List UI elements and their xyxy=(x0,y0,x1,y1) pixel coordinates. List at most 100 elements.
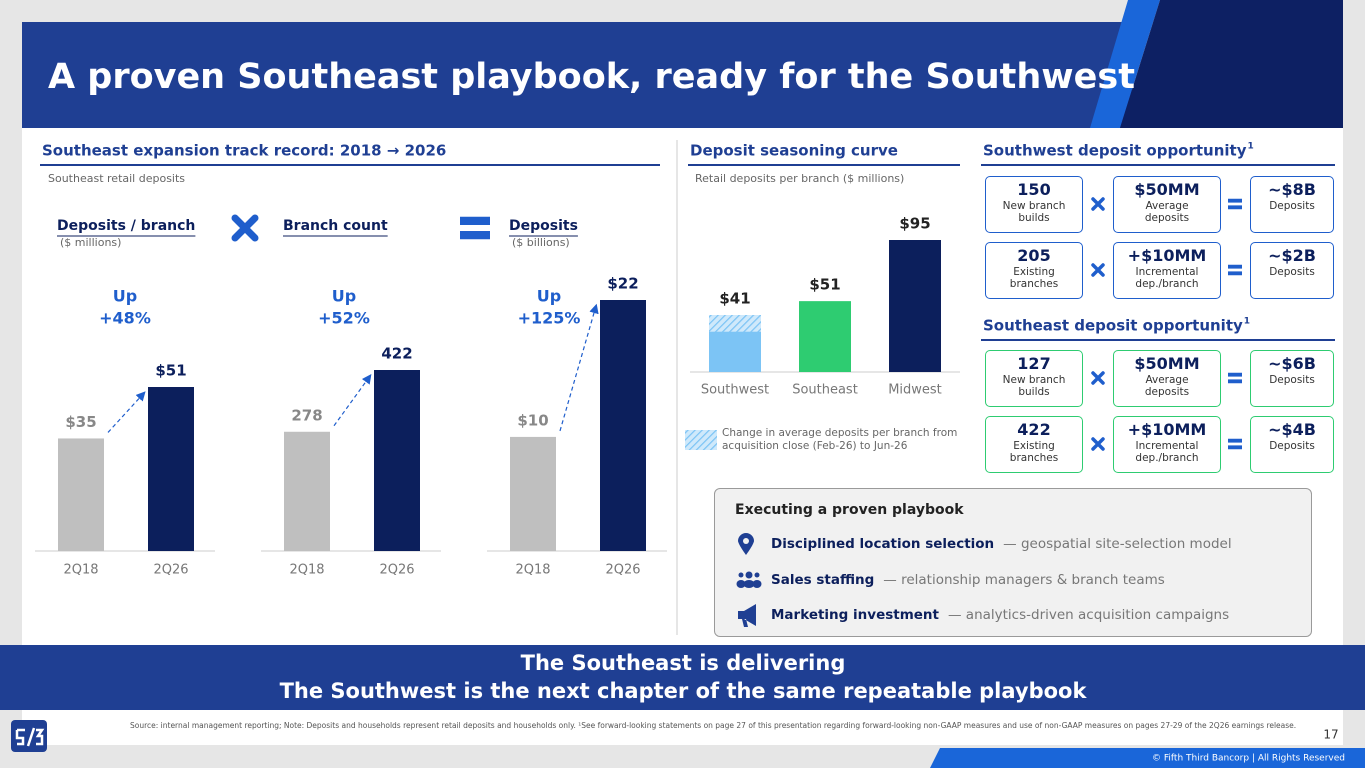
people-icon xyxy=(743,580,755,588)
megaphone-icon xyxy=(738,604,756,627)
opportunity-box: +$10MM Incremental dep./branch xyxy=(1113,242,1221,299)
playbook-label: Sales staffing xyxy=(771,572,874,588)
box-value: +$10MM xyxy=(1127,420,1207,439)
annotation: Up xyxy=(332,287,356,306)
playbook-desc: — analytics-driven acquisition campaigns xyxy=(948,607,1229,623)
title-accent xyxy=(1090,0,1160,128)
data-label: 422 xyxy=(381,345,412,363)
opportunity-box: $50MM Average deposits xyxy=(1113,350,1221,407)
bar xyxy=(799,301,851,372)
annotation: +125% xyxy=(518,309,581,328)
box-caption: Deposits xyxy=(1269,374,1315,386)
times-icon xyxy=(1091,371,1105,385)
bar xyxy=(510,436,556,551)
box-value: $50MM xyxy=(1134,354,1200,373)
section-heading: Southeast deposit opportunity xyxy=(983,317,1243,335)
x-tick-label: Southeast xyxy=(792,383,858,398)
copyright-bar xyxy=(930,748,1365,768)
annotation: Up xyxy=(537,287,561,306)
data-label: $10 xyxy=(517,411,548,429)
trend-arrow xyxy=(559,303,599,432)
opportunity-box: 127 New branch builds xyxy=(985,350,1083,407)
times-icon xyxy=(231,214,259,242)
opportunity-box: 150 New branch builds xyxy=(985,176,1083,233)
box-caption: New branch builds xyxy=(1002,200,1066,224)
times-icon xyxy=(1091,437,1105,451)
times-icon xyxy=(1091,197,1105,211)
x-tick-label: 2Q18 xyxy=(515,563,550,578)
box-value: 205 xyxy=(1017,246,1051,265)
section-heading: Deposit seasoning curve xyxy=(690,142,898,160)
box-value: ~$8B xyxy=(1268,180,1316,199)
box-caption: Incremental dep./branch xyxy=(1135,266,1199,290)
box-value: 127 xyxy=(1017,354,1051,373)
banner-text: The Southwest is the next chapter of the… xyxy=(280,679,1088,703)
box-value: $50MM xyxy=(1134,180,1200,199)
equals-icon xyxy=(1228,372,1242,377)
box-caption: Deposits xyxy=(1269,440,1315,452)
subheading: Southeast retail deposits xyxy=(48,172,185,185)
times-icon xyxy=(1091,263,1105,277)
opportunity-box: $50MM Average deposits xyxy=(1113,176,1221,233)
equals-icon xyxy=(1228,264,1242,269)
playbook-label: Marketing investment xyxy=(771,607,940,623)
section-heading: Southwest deposit opportunity xyxy=(983,142,1247,160)
chart-title: Branch count xyxy=(283,218,388,234)
playbook-label: Disciplined location selection xyxy=(771,536,994,552)
bar xyxy=(58,438,104,551)
annotation: +48% xyxy=(99,309,151,328)
chart-title: Deposits xyxy=(509,218,578,234)
annotation: Up xyxy=(113,287,137,306)
playbook-desc: — relationship managers & branch teams xyxy=(883,572,1165,588)
chart-subtitle: ($ billions) xyxy=(512,236,570,249)
bar xyxy=(600,300,646,551)
people-icon xyxy=(736,580,746,588)
people-icon xyxy=(752,580,762,588)
x-tick-label: Southwest xyxy=(701,383,769,398)
banner-text: The Southeast is delivering xyxy=(521,651,846,675)
legend-swatch xyxy=(685,430,717,450)
equals-icon xyxy=(1228,379,1242,384)
box-value: ~$4B xyxy=(1268,420,1316,439)
equals-icon xyxy=(1228,438,1242,443)
equals-icon xyxy=(460,231,490,240)
trend-arrow xyxy=(107,391,146,433)
bar xyxy=(284,431,330,551)
data-label: $51 xyxy=(809,276,840,294)
box-caption: Existing branches xyxy=(1009,266,1059,290)
box-caption: Existing branches xyxy=(1009,440,1059,464)
banner xyxy=(0,645,1365,710)
bar xyxy=(889,240,941,372)
title-accent-dark xyxy=(1120,0,1343,128)
equals-icon xyxy=(1228,205,1242,210)
x-tick-label: Midwest xyxy=(888,383,942,398)
annotation: +52% xyxy=(318,309,370,328)
legend-entry: Change in average deposits per branch fr… xyxy=(722,427,958,452)
data-label: $95 xyxy=(899,215,930,233)
page-title: A proven Southeast playbook, ready for t… xyxy=(48,57,1135,97)
box-caption: Average deposits xyxy=(1144,200,1190,224)
data-label: 278 xyxy=(291,406,322,424)
data-label: $41 xyxy=(719,290,750,308)
bar xyxy=(374,370,420,551)
people-icon xyxy=(745,571,753,579)
chart-subtitle: ($ millions) xyxy=(60,236,121,249)
x-tick-label: 2Q26 xyxy=(605,563,640,578)
bar xyxy=(148,387,194,551)
pin-dot xyxy=(743,538,749,544)
playbook-box xyxy=(714,488,1312,637)
box-value: 422 xyxy=(1017,420,1051,439)
box-value: ~$6B xyxy=(1268,354,1316,373)
opportunity-box: +$10MM Incremental dep./branch xyxy=(1113,416,1221,473)
copyright: © Fifth Third Bancorp | All Rights Reser… xyxy=(1152,754,1345,764)
opportunity-box: ~$2B Deposits xyxy=(1250,242,1334,299)
opportunity-box: 422 Existing branches xyxy=(985,416,1083,473)
x-tick-label: 2Q26 xyxy=(153,563,188,578)
box-caption: Deposits xyxy=(1269,266,1315,278)
people-icon xyxy=(738,572,744,578)
box-caption: Deposits xyxy=(1269,200,1315,212)
equals-icon xyxy=(1228,271,1242,276)
opportunity-box: ~$6B Deposits xyxy=(1250,350,1334,407)
